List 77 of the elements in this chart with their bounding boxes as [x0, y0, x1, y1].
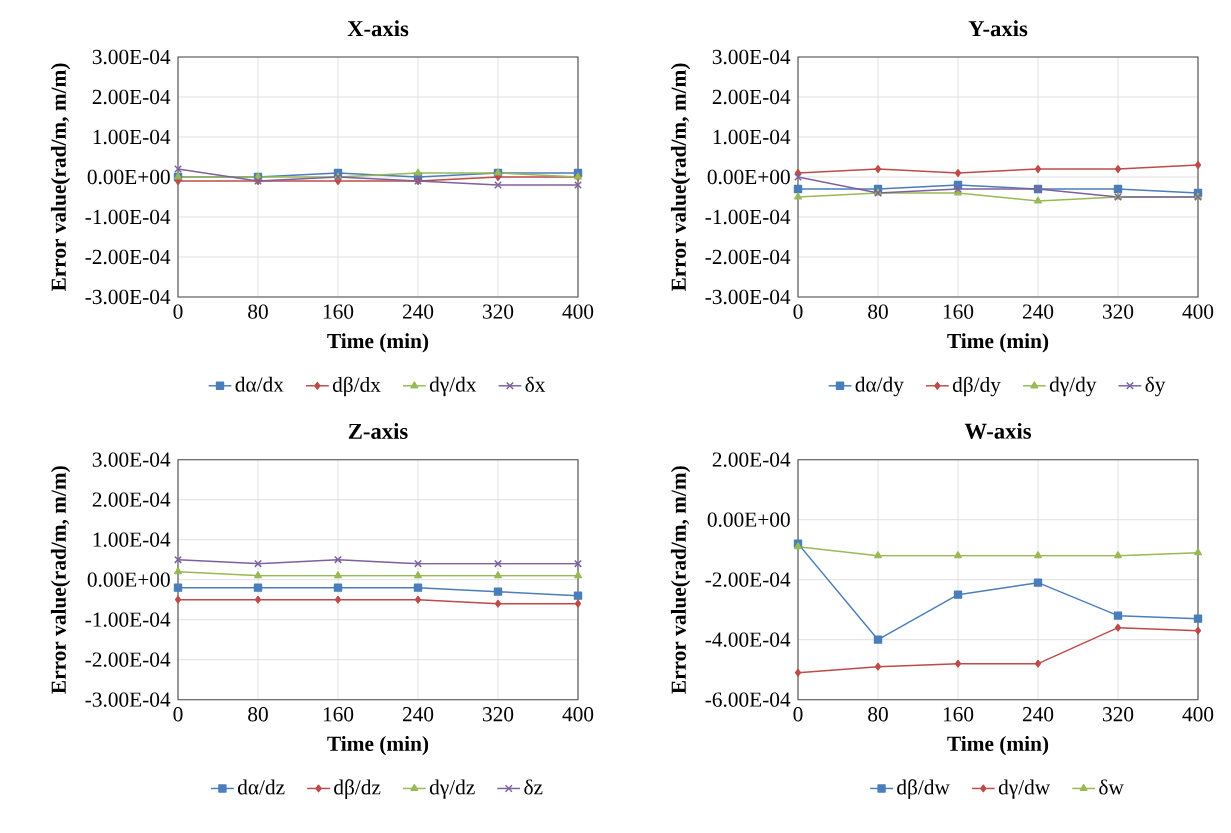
- y-axis-title: Error value(rad/m, m/m): [50, 466, 71, 694]
- y-tick-label: 3.00E-04: [92, 49, 171, 65]
- x-tick-label: 80: [868, 707, 888, 722]
- y-tick-label: -1.00E-04: [85, 612, 171, 627]
- x-tick-label: 80: [248, 304, 268, 319]
- x-tick-label: 320: [1103, 707, 1134, 722]
- y-axis-title: Error value(rad/m, m/m): [670, 466, 691, 694]
- y-tick-label: -1.00E-04: [705, 209, 791, 225]
- y-tick-label: -3.00E-04: [705, 289, 791, 305]
- x-tick-label: 320: [483, 707, 514, 722]
- x-axis-title: Time (min): [327, 735, 429, 756]
- y-tick-label: 1.00E-04: [93, 532, 171, 547]
- y-axis-title: Error value(rad/m, m/m): [50, 63, 71, 292]
- y-tick-label: -3.00E-04: [85, 289, 171, 305]
- y-tick-label: 1.00E-04: [93, 129, 171, 145]
- y-tick-label: -2.00E-04: [705, 249, 791, 265]
- x-tick-label: 320: [1103, 304, 1134, 319]
- x-tick-label: 0: [173, 707, 183, 722]
- x-tick-label: 400: [1182, 304, 1214, 319]
- x-tick-label: 160: [323, 304, 354, 319]
- x-tick-label: 0: [793, 304, 803, 319]
- x-tick-label: 240: [1022, 707, 1054, 722]
- legend-label: dγ/dy: [1049, 376, 1097, 397]
- legend-label: dα/dx: [235, 376, 284, 392]
- x-tick-label: 160: [943, 304, 974, 319]
- y-tick-label: 0.00E+00: [87, 169, 170, 185]
- legend-label: dβ/dy: [952, 376, 1001, 397]
- chart-title: Z-axis: [348, 423, 408, 439]
- y-tick-label: -2.00E-04: [705, 572, 791, 587]
- y-tick-label: 0.00E+00: [707, 512, 790, 527]
- y-tick-label: -2.00E-04: [85, 652, 171, 667]
- x-tick-label: 240: [402, 304, 434, 319]
- x-tick-label: 240: [1022, 304, 1054, 319]
- x-tick-label: 400: [1182, 707, 1214, 722]
- chart-title: Y-axis: [968, 20, 1028, 37]
- x-tick-label: 0: [793, 707, 803, 722]
- x-tick-label: 400: [562, 304, 594, 319]
- legend-label: δy: [1145, 376, 1166, 397]
- legend-label: δz: [524, 779, 543, 795]
- x-tick-label: 240: [402, 707, 434, 722]
- x-tick-label: 320: [483, 304, 514, 319]
- legend-label: dβ/dz: [334, 779, 381, 799]
- x-axis-title: Time (min): [327, 333, 429, 353]
- legend-label: dγ/dw: [998, 779, 1051, 799]
- y-tick-label: 2.00E-04: [92, 89, 171, 105]
- legend-label: dγ/dz: [429, 779, 475, 799]
- x-tick-label: 160: [943, 707, 974, 722]
- legend-label: dβ/dx: [332, 376, 381, 397]
- y-tick-label: -4.00E-04: [705, 632, 791, 647]
- legend-label: δx: [525, 376, 546, 392]
- legend-label: δw: [1099, 779, 1124, 795]
- y-tick-label: 1.00E-04: [713, 129, 791, 145]
- x-axis-title: Time (min): [947, 333, 1049, 353]
- x-tick-label: 80: [248, 707, 268, 722]
- x-tick-label: 160: [323, 707, 354, 722]
- legend-label: dγ/dx: [429, 376, 477, 397]
- y-tick-label: 2.00E-04: [712, 89, 791, 105]
- x-tick-label: 0: [173, 304, 183, 319]
- y-tick-label: 0.00E+00: [707, 169, 790, 185]
- y-tick-label: 2.00E-04: [712, 452, 791, 467]
- y-tick-label: 2.00E-04: [92, 492, 171, 507]
- y-tick-label: 0.00E+00: [87, 572, 170, 587]
- x-tick-label: 400: [562, 707, 594, 722]
- legend-label: dβ/dw: [897, 779, 950, 799]
- x-tick-label: 80: [868, 304, 888, 319]
- y-tick-label: 3.00E-04: [712, 49, 791, 65]
- y-tick-label: -6.00E-04: [705, 692, 791, 707]
- chart-title: W-axis: [964, 422, 1032, 439]
- y-tick-label: -2.00E-04: [85, 249, 171, 265]
- x-axis-title: Time (min): [947, 735, 1049, 756]
- y-tick-label: 3.00E-04: [92, 452, 171, 467]
- legend-label: dα/dz: [237, 779, 285, 795]
- legend-label: dα/dy: [855, 376, 904, 397]
- chart-title: X-axis: [347, 20, 409, 37]
- y-tick-label: -1.00E-04: [85, 209, 171, 225]
- y-axis-title: Error value(rad/m, m/m): [670, 63, 691, 292]
- y-tick-label: -3.00E-04: [85, 692, 171, 707]
